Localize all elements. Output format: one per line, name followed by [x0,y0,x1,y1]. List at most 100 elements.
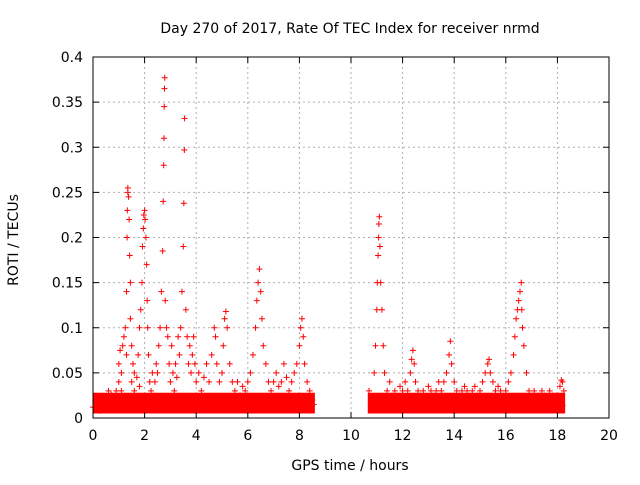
x-tick-label: 8 [295,428,304,444]
data-point [166,360,173,367]
data-point [231,387,238,394]
data-point [193,378,200,385]
data-point [384,404,391,411]
y-tick-label: 0.3 [61,140,83,156]
data-point [129,360,136,367]
data-point [222,308,229,315]
data-point [131,369,138,376]
data-point [97,396,104,403]
data-point [150,392,157,399]
data-point [123,288,130,295]
x-tick-label: 14 [445,428,463,444]
data-point [105,404,112,411]
data-point [487,369,494,376]
x-tick-label: 6 [243,428,252,444]
data-point [438,387,445,394]
data-point [124,184,131,191]
data-point [171,387,178,394]
data-point [136,383,143,390]
data-point [523,405,530,412]
data-point [160,198,167,205]
data-point [181,146,188,153]
data-point [446,351,453,358]
data-point [381,369,388,376]
data-point [167,378,174,385]
data-point [146,378,153,385]
data-point [179,288,186,295]
data-point [167,401,174,408]
data-point [486,356,493,363]
data-point [298,315,305,322]
data-point [224,324,231,331]
data-point [415,387,422,394]
data-point [191,360,198,367]
data-point [172,360,179,367]
data-point [538,387,545,394]
data-point [541,392,548,399]
data-point [212,333,219,340]
data-point [110,398,117,405]
data-point [206,378,213,385]
data-point [275,383,282,390]
data-point [140,211,147,218]
data-point [560,387,567,394]
data-point [510,351,517,358]
data-point [237,392,244,399]
data-point [137,306,144,313]
data-point [391,387,398,394]
data-point [409,347,416,354]
data-point [221,315,228,322]
data-point [531,387,538,394]
data-point [492,405,499,412]
data-point [242,387,249,394]
data-point [203,402,210,409]
data-point [181,115,188,122]
data-point [255,279,262,286]
data-point [102,395,109,402]
data-point [234,378,241,385]
data-point [377,279,384,286]
data-point [260,342,267,349]
data-point [184,333,191,340]
data-point [528,392,535,399]
data-point [258,315,265,322]
data-point [297,324,304,331]
data-point [253,297,260,304]
data-point [144,297,151,304]
y-axis-label: ROTI / TECUs [6,194,22,286]
data-point [139,279,146,286]
data-point [556,383,563,390]
data-point [260,402,267,409]
data-point [368,396,375,403]
data-point [268,387,275,394]
data-point [118,369,125,376]
data-point [474,392,481,399]
x-tick-label: 10 [342,428,360,444]
data-point [219,369,225,376]
x-tick-label: 0 [89,428,98,444]
data-point [533,396,540,403]
data-point [492,387,499,394]
data-point [180,200,187,207]
data-point [464,387,471,394]
data-point [154,369,161,376]
data-point [177,324,184,331]
data-point [451,378,458,385]
data-point [538,404,545,411]
data-point [507,403,514,410]
data-point [163,324,170,331]
data-point [368,405,375,412]
data-point [132,396,139,403]
data-point [128,378,135,385]
data-point [518,279,525,286]
y-tick-label: 0.2 [61,231,83,247]
data-point [296,401,303,408]
data-point [118,387,125,394]
data-point [164,333,171,340]
data-point [203,360,210,367]
data-point [536,392,543,399]
data-point [124,234,131,241]
data-point [375,252,382,259]
data-point [135,351,142,358]
